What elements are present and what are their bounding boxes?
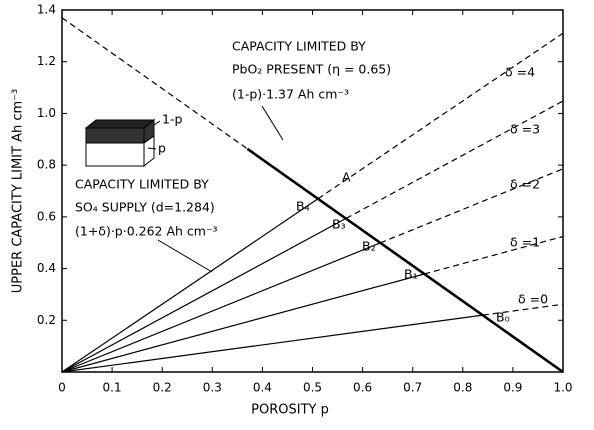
annotation: δ =2 bbox=[510, 177, 540, 192]
line-segment bbox=[62, 315, 483, 372]
annotation: p bbox=[158, 141, 166, 156]
annotation: B₀ bbox=[496, 310, 510, 325]
y-tick-label: 0.2 bbox=[37, 313, 56, 327]
annotation: B₄ bbox=[296, 199, 310, 214]
annotation: CAPACITY LIMITED BY bbox=[75, 177, 209, 192]
line-segment bbox=[318, 33, 563, 198]
annotation: (1+δ)·p·0.262 Ah cm⁻³ bbox=[75, 224, 218, 239]
x-tick-label: 0.9 bbox=[503, 381, 522, 395]
inset-block bbox=[86, 120, 160, 166]
line-segment bbox=[346, 101, 563, 218]
y-tick-label: 0.6 bbox=[37, 209, 56, 223]
line-segment bbox=[62, 243, 380, 372]
x-tick-label: 0.2 bbox=[153, 381, 172, 395]
annotation: (1-p)·1.37 Ah cm⁻³ bbox=[232, 87, 349, 102]
x-tick-label: 0.5 bbox=[303, 381, 322, 395]
x-tick-label: 0.1 bbox=[103, 381, 122, 395]
line-segment bbox=[62, 274, 424, 372]
x-tick-label: 0 bbox=[58, 381, 66, 395]
x-tick-label: 0.7 bbox=[403, 381, 422, 395]
y-tick-label: 0.4 bbox=[37, 261, 56, 275]
line-segment bbox=[62, 218, 346, 372]
x-tick-label: 1.0 bbox=[553, 381, 572, 395]
x-tick-label: 0.6 bbox=[353, 381, 372, 395]
annotation: CAPACITY LIMITED BY bbox=[232, 39, 366, 54]
y-tick-label: 0.8 bbox=[37, 158, 56, 172]
annotation: PbO₂ PRESENT (η = 0.65) bbox=[232, 62, 391, 77]
leader-line bbox=[262, 106, 283, 140]
y-tick-label: 1.2 bbox=[37, 54, 56, 68]
x-tick-label: 0.4 bbox=[253, 381, 272, 395]
y-tick-label: 1.0 bbox=[37, 106, 56, 120]
x-tick-label: 0.8 bbox=[453, 381, 472, 395]
line-segment bbox=[424, 237, 563, 274]
annotation: B₃ bbox=[332, 217, 346, 232]
annotation: B₂ bbox=[362, 239, 376, 254]
y-axis-label: UPPER CAPACITY LIMIT Ah cm⁻³ bbox=[11, 89, 26, 294]
annotation: δ =3 bbox=[510, 122, 540, 137]
annotation: B₁ bbox=[404, 267, 418, 282]
annotation: δ =0 bbox=[518, 292, 548, 307]
leader-line bbox=[158, 240, 212, 272]
x-axis-label: POROSITY p bbox=[251, 403, 329, 418]
annotation: δ =4 bbox=[505, 65, 535, 80]
y-tick-label: 1.4 bbox=[37, 3, 56, 17]
x-tick-label: 0.3 bbox=[203, 381, 222, 395]
chart: POROSITY p UPPER CAPACITY LIMIT Ah cm⁻³ … bbox=[0, 0, 594, 430]
annotation: A bbox=[342, 170, 351, 185]
annotation: SO₄ SUPPLY (d=1.284) bbox=[75, 200, 215, 215]
annotation: 1-p bbox=[162, 112, 182, 127]
annotation: δ =1 bbox=[510, 235, 540, 250]
